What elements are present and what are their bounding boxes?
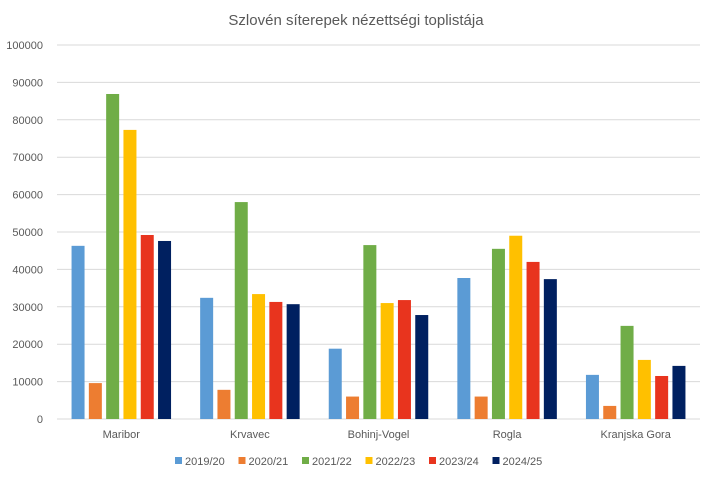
y-tick-label: 100000 <box>6 40 43 52</box>
bar-2022-23 <box>509 235 523 419</box>
legend-label: 2020/21 <box>249 456 289 468</box>
bar-2024-25 <box>543 279 557 419</box>
bar-2021-22 <box>491 248 505 419</box>
legend-label: 2024/25 <box>503 456 543 468</box>
bar-2020-21 <box>603 405 617 419</box>
y-tick-label: 30000 <box>12 302 43 314</box>
bar-2023-24 <box>269 301 283 419</box>
bar-2019-20 <box>585 374 599 419</box>
bar-2023-24 <box>526 261 540 419</box>
legend-swatch <box>175 457 182 464</box>
y-tick-label: 10000 <box>12 377 43 389</box>
bar-2024-25 <box>286 304 300 419</box>
x-category-label: Rogla <box>493 429 523 441</box>
legend-swatch <box>365 457 373 464</box>
y-tick-label: 20000 <box>12 339 43 351</box>
y-tick-label: 0 <box>37 414 43 426</box>
bar-2023-24 <box>655 375 669 419</box>
y-tick-label: 60000 <box>12 190 43 202</box>
x-category-label: Maribor <box>103 429 141 441</box>
chart-title: Szlovén síterepek nézettségi toplistája <box>228 12 484 29</box>
legend-swatch <box>429 457 436 464</box>
y-tick-label: 50000 <box>12 227 43 239</box>
x-category-label: Krvavec <box>230 429 270 441</box>
bar-2020-21 <box>474 396 488 419</box>
legend-label: 2019/20 <box>185 456 225 468</box>
bar-2024-25 <box>672 365 686 419</box>
x-category-label: Bohinj-Vogel <box>348 429 410 441</box>
bar-2021-22 <box>106 93 120 419</box>
x-category-label: Kranjska Gora <box>601 429 672 441</box>
bar-2021-22 <box>234 202 248 419</box>
bar-2020-21 <box>88 383 102 419</box>
legend-swatch <box>492 457 500 464</box>
bar-2022-23 <box>637 359 651 419</box>
bar-2023-24 <box>397 300 411 419</box>
bar-2019-20 <box>71 245 85 419</box>
bar-2019-20 <box>457 278 471 419</box>
bar-2022-23 <box>252 294 266 419</box>
bar-2020-21 <box>217 389 231 419</box>
y-tick-label: 40000 <box>12 264 43 276</box>
bar-2024-25 <box>415 315 429 419</box>
y-tick-label: 80000 <box>12 115 43 127</box>
bar-2024-25 <box>158 240 172 419</box>
legend-swatch <box>238 457 246 464</box>
legend-swatch <box>302 457 309 464</box>
legend-label: 2022/23 <box>376 456 416 468</box>
bar-2022-23 <box>123 129 137 419</box>
y-tick-label: 70000 <box>12 152 43 164</box>
y-tick-label: 90000 <box>12 77 43 89</box>
bar-2023-24 <box>140 234 154 419</box>
bar-2019-20 <box>328 348 342 419</box>
bar-2020-21 <box>346 396 360 419</box>
bar-2022-23 <box>380 303 394 419</box>
bar-2021-22 <box>620 325 634 419</box>
bar-2019-20 <box>200 297 214 419</box>
legend-label: 2023/24 <box>439 456 479 468</box>
bar-2021-22 <box>363 245 377 419</box>
legend-label: 2021/22 <box>312 456 352 468</box>
